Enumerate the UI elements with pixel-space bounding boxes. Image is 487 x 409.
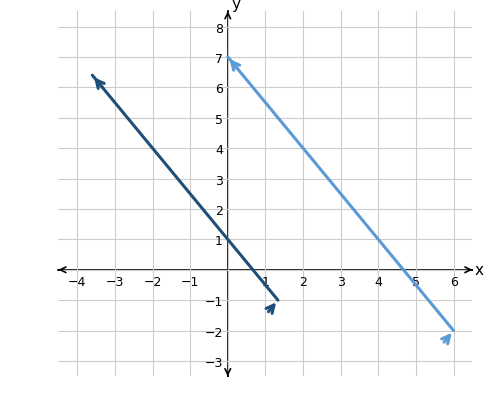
Text: x: x xyxy=(474,263,483,278)
Text: y: y xyxy=(231,0,241,12)
